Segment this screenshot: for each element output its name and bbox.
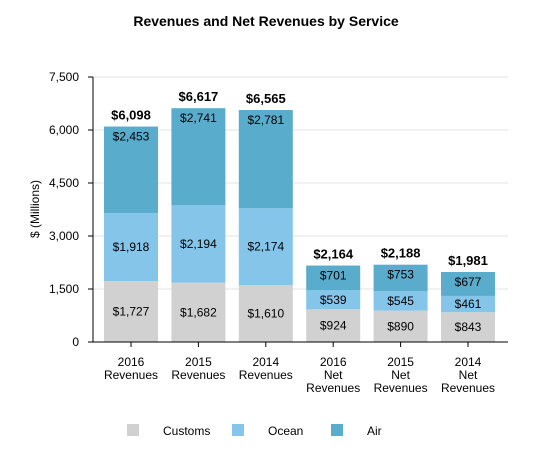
x-tick-label-line: Revenues: [104, 368, 158, 382]
x-tick-label: 2016 Net Revenues: [306, 355, 360, 395]
x-tick-label: 2014 Net Revenues: [441, 355, 495, 395]
data-label: $1,610: [247, 307, 284, 321]
data-label: $2,194: [180, 237, 217, 251]
data-label: $2,741: [180, 111, 217, 125]
data-label: $1,727: [113, 304, 150, 318]
total-label: $6,617: [179, 89, 219, 104]
data-label: $924: [320, 319, 347, 333]
y-tick-label: 6,000: [49, 123, 79, 137]
data-label: $2,174: [247, 240, 284, 254]
x-tick-label-line: 2015: [185, 355, 212, 369]
x-tick-label: 2015 Net Revenues: [374, 355, 428, 395]
x-tick-label-line: Net: [459, 368, 478, 382]
x-tick-label-line: Revenues: [306, 381, 360, 395]
bar-segment-customs: [373, 310, 428, 342]
bar-segment-customs: [441, 312, 495, 342]
data-label: $1,918: [113, 240, 150, 254]
data-label: $890: [387, 319, 414, 333]
x-tick-label-line: 2016: [320, 355, 347, 369]
bar-segment-customs: [306, 309, 361, 342]
x-tick-label: 2014 Revenues: [239, 355, 293, 382]
bar-segment-customs: [104, 280, 158, 342]
data-label: $2,453: [113, 130, 150, 144]
total-label: $1,981: [448, 253, 488, 268]
legend-label: Customs: [163, 424, 210, 438]
y-tick-label: 4,500: [49, 176, 79, 190]
y-tick-label: 1,500: [49, 282, 79, 296]
data-label: $753: [387, 268, 414, 282]
bar-segment-air: [373, 264, 428, 292]
grid-layer: [93, 76, 508, 290]
bar-segment-ocean: [373, 291, 428, 311]
x-tick-label-line: 2014: [252, 355, 279, 369]
x-tick-label: 2015 Revenues: [171, 355, 225, 382]
x-tick-label-line: 2014: [455, 355, 482, 369]
x-tick-label-line: Revenues: [171, 368, 225, 382]
data-label: $539: [320, 293, 347, 307]
data-label: $843: [455, 320, 482, 334]
x-tick-label-line: Net: [324, 368, 343, 382]
legend-swatch: [127, 424, 139, 436]
data-label: $545: [387, 294, 414, 308]
y-axis-label: $ (Millions): [28, 180, 42, 238]
bar-segment-air: [238, 110, 293, 209]
bar-segment-ocean: [306, 290, 361, 310]
bar-segment-customs: [171, 282, 226, 342]
bar-segment-air: [104, 126, 158, 214]
legend-label: Air: [367, 424, 382, 438]
y-tick-label: 0: [72, 335, 79, 349]
x-tick-label-line: 2016: [118, 355, 145, 369]
y-tick-label: 3,000: [49, 229, 79, 243]
legend-label: Ocean: [268, 424, 303, 438]
data-label: $677: [455, 275, 482, 289]
data-label: $461: [455, 297, 482, 311]
x-tick-label: 2016 Revenues: [104, 355, 158, 382]
bar-segment-ocean: [171, 205, 226, 283]
total-label: $2,164: [313, 247, 354, 262]
total-label: $2,188: [381, 246, 421, 261]
legend: Customs Ocean Air: [127, 424, 382, 438]
bar-segment-air: [171, 108, 226, 206]
bar-segment-ocean: [238, 208, 293, 286]
legend-swatch: [232, 424, 244, 436]
bars-layer: [104, 108, 495, 342]
x-tick-label-line: Revenues: [239, 368, 293, 382]
bar-segment-ocean: [441, 295, 495, 313]
x-tick-label-line: Revenues: [441, 381, 495, 395]
x-tick-label-line: 2015: [387, 355, 414, 369]
legend-swatch: [331, 424, 343, 436]
x-tick-label-line: Revenues: [374, 381, 428, 395]
total-label: $6,098: [111, 108, 151, 123]
data-label: $701: [320, 269, 347, 283]
bar-segment-air: [306, 265, 361, 291]
x-tick-label-line: Net: [391, 368, 410, 382]
data-label: $2,781: [247, 113, 284, 127]
y-tick-label: 7,500: [49, 70, 79, 84]
bar-segment-ocean: [104, 213, 158, 281]
data-label: $1,682: [180, 305, 217, 319]
chart-title: Revenues and Net Revenues by Service: [133, 13, 399, 29]
bar-segment-air: [441, 272, 495, 296]
total-label: $6,565: [246, 91, 286, 106]
bar-segment-customs: [238, 285, 293, 342]
labels-layer: $1,727 $1,918 $2,453 $6,098 $1,682 $2,194 $2,7…: [111, 89, 488, 334]
